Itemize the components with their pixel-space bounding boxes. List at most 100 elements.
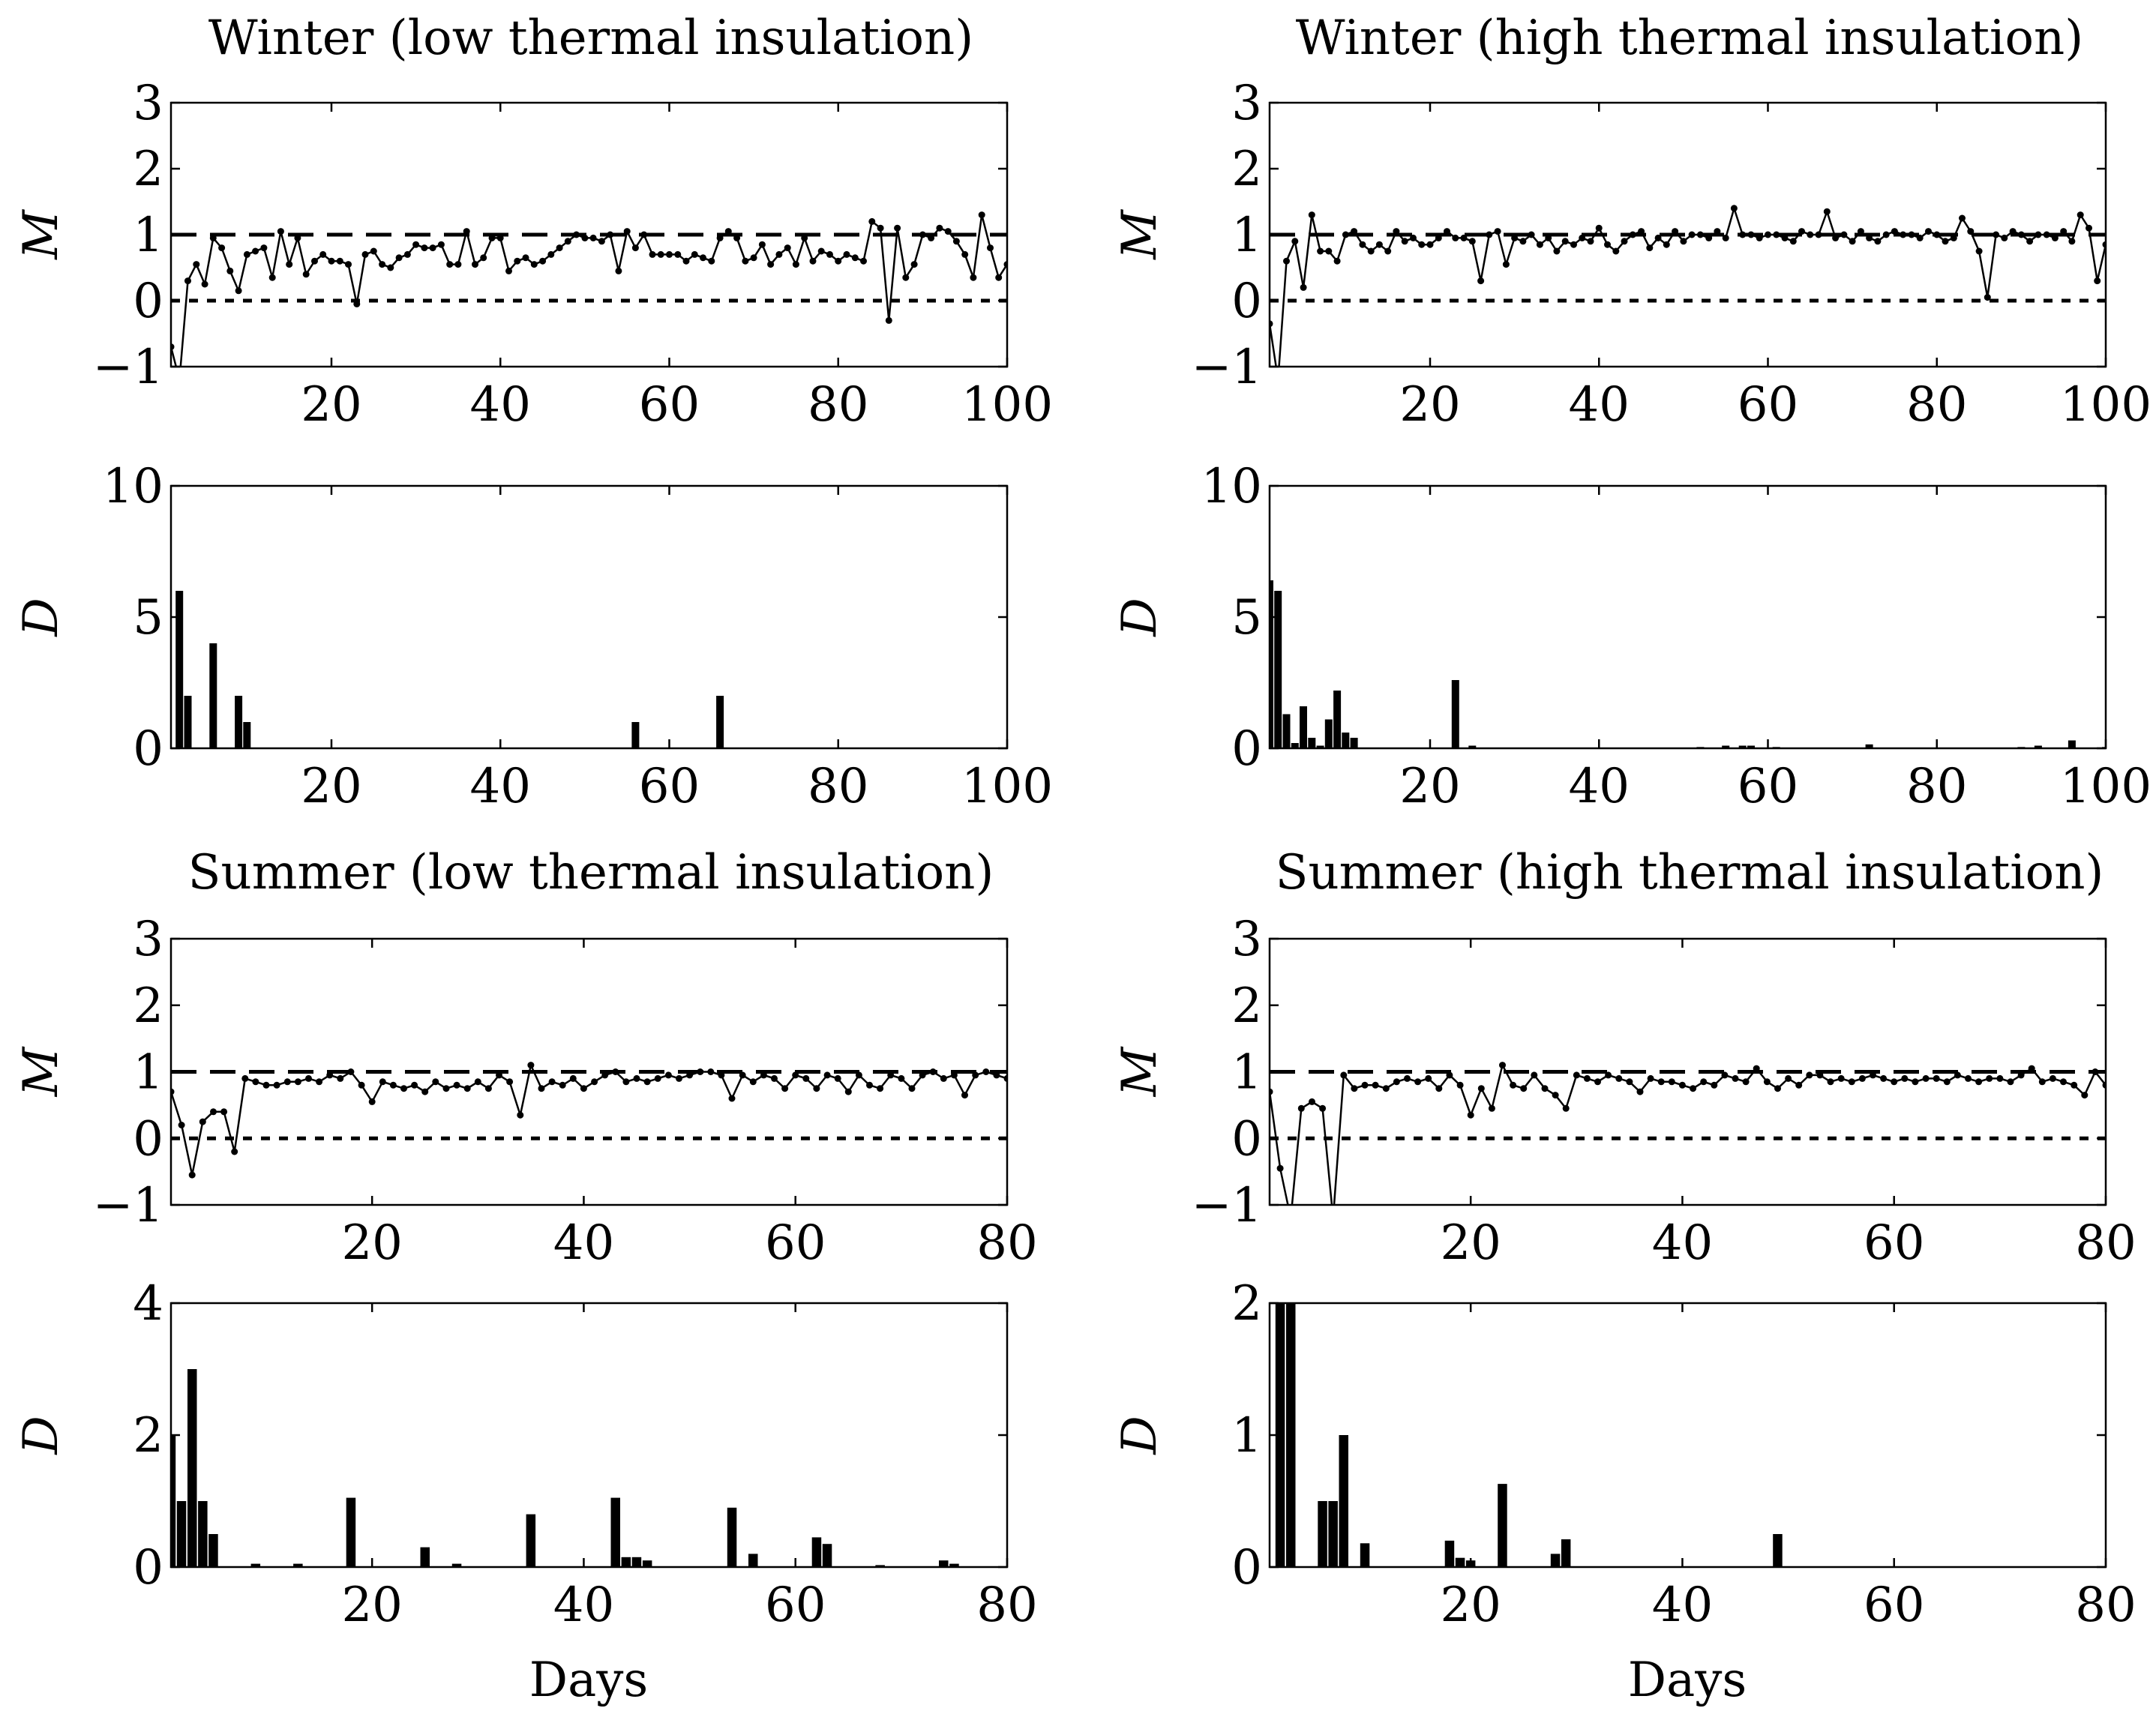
m-point — [1460, 234, 1468, 241]
x-tick-label: 80 — [1906, 377, 1967, 433]
y-tick-label: 0 — [133, 721, 163, 777]
m-panel: 20 40 60 80 100 −1 0 1 2 3 M — [13, 76, 1053, 433]
m-point — [442, 1085, 450, 1092]
m-point — [559, 1081, 566, 1089]
m-point — [792, 261, 799, 268]
m-point — [936, 224, 943, 232]
d-bar — [250, 1563, 261, 1567]
m-point — [591, 1078, 598, 1086]
m-point — [928, 234, 935, 241]
d-bar — [1275, 1303, 1285, 1567]
m-point — [802, 1074, 810, 1082]
m-point — [252, 247, 259, 255]
y-axis-label: D — [1112, 598, 1168, 637]
m-point — [1832, 234, 1840, 241]
m-point — [453, 1081, 460, 1089]
m-point — [952, 238, 960, 245]
plot-area — [171, 211, 1007, 367]
y-tick-label: 3 — [1231, 76, 1262, 131]
d-bar — [1342, 733, 1350, 748]
x-tick-label: 40 — [470, 759, 531, 814]
m-point — [337, 1074, 344, 1082]
chart-winter-high: Winter (high thermal insulation) 20 40 60 8… — [1112, 10, 2152, 814]
d-bar — [1308, 738, 1316, 748]
d-bar — [1282, 714, 1291, 748]
m-point — [311, 257, 318, 265]
m-point — [1319, 1104, 1327, 1112]
d-bar — [1865, 744, 1873, 748]
m-point — [1747, 231, 1755, 238]
y-tick-label: 3 — [133, 912, 163, 967]
y-axis-label: M — [13, 1046, 69, 1097]
d-bar — [949, 1563, 959, 1567]
m-point — [902, 274, 910, 281]
x-tick-label: 80 — [808, 759, 868, 814]
m-point — [982, 1068, 990, 1075]
m-point — [1511, 234, 1519, 241]
m-point — [1626, 1078, 1633, 1086]
m-point — [2028, 1065, 2035, 1072]
m-point — [2017, 1071, 2025, 1079]
x-tick-label: 40 — [553, 1578, 614, 1633]
chart-title: Summer (low thermal insulation) — [188, 845, 994, 900]
chart-summer-low: Summer (low thermal insulation) 20 40 60 80… — [13, 845, 1038, 1708]
y-tick-label: 2 — [133, 142, 163, 197]
m-point — [1732, 1074, 1739, 1082]
m-point — [1654, 234, 1662, 241]
x-tick-label: 80 — [976, 1578, 1037, 1633]
y-axis-label: D — [1112, 1416, 1168, 1455]
m-point — [750, 254, 757, 262]
m-point — [294, 234, 301, 241]
m-point — [1414, 1078, 1422, 1086]
d-bar — [1747, 745, 1755, 748]
m-point — [1477, 277, 1485, 285]
plot-area — [1270, 205, 2106, 367]
m-point — [898, 1074, 905, 1082]
plot-area — [171, 1062, 1007, 1179]
x-tick-label: 60 — [639, 377, 700, 433]
m-point — [961, 250, 969, 258]
m-point — [855, 1071, 862, 1079]
d-bar — [1360, 1543, 1370, 1567]
m-point — [767, 261, 775, 268]
x-tick-label: 20 — [1440, 1578, 1501, 1633]
m-point — [1488, 1104, 1495, 1112]
m-point — [178, 1122, 185, 1128]
m-point — [1916, 234, 1924, 241]
m-point — [1789, 238, 1797, 245]
m-point — [1510, 1081, 1517, 1089]
m-point — [1840, 231, 1848, 238]
x-tick-label: 80 — [2075, 1578, 2136, 1633]
m-point — [649, 250, 656, 258]
d-bar — [209, 643, 217, 748]
m-point — [929, 1068, 937, 1075]
m-point — [2009, 228, 2017, 235]
y-tick-label: 1 — [1231, 1045, 1262, 1101]
y-tick-label: 2 — [1231, 978, 1262, 1034]
x-tick-label: 60 — [1738, 377, 1798, 433]
m-point — [1678, 1081, 1686, 1089]
m-point — [1891, 228, 1898, 235]
m-point — [894, 224, 901, 232]
m-point — [1435, 234, 1442, 241]
m-point — [623, 228, 631, 235]
d-bar — [184, 696, 192, 748]
m-point — [1605, 1071, 1612, 1079]
m-point — [1404, 1074, 1411, 1082]
m-point — [1325, 247, 1333, 255]
y-tick-label: −1 — [1192, 1178, 1262, 1233]
m-point — [1742, 1078, 1750, 1086]
m-panel: 20 40 60 80 −1 0 1 2 3 M — [13, 912, 1038, 1271]
m-point — [589, 234, 597, 241]
m-point — [2035, 231, 2042, 238]
m-point — [527, 1062, 535, 1069]
x-tick-label: 20 — [1440, 1215, 1501, 1271]
d-bar — [346, 1497, 356, 1567]
m-point — [530, 261, 538, 268]
m-point — [1816, 1071, 1824, 1079]
y-axis-label: D — [13, 598, 69, 637]
m-point — [1986, 1074, 1993, 1082]
m-point — [1372, 1081, 1379, 1089]
d-bar — [2068, 740, 2076, 748]
m-point — [432, 1078, 439, 1086]
